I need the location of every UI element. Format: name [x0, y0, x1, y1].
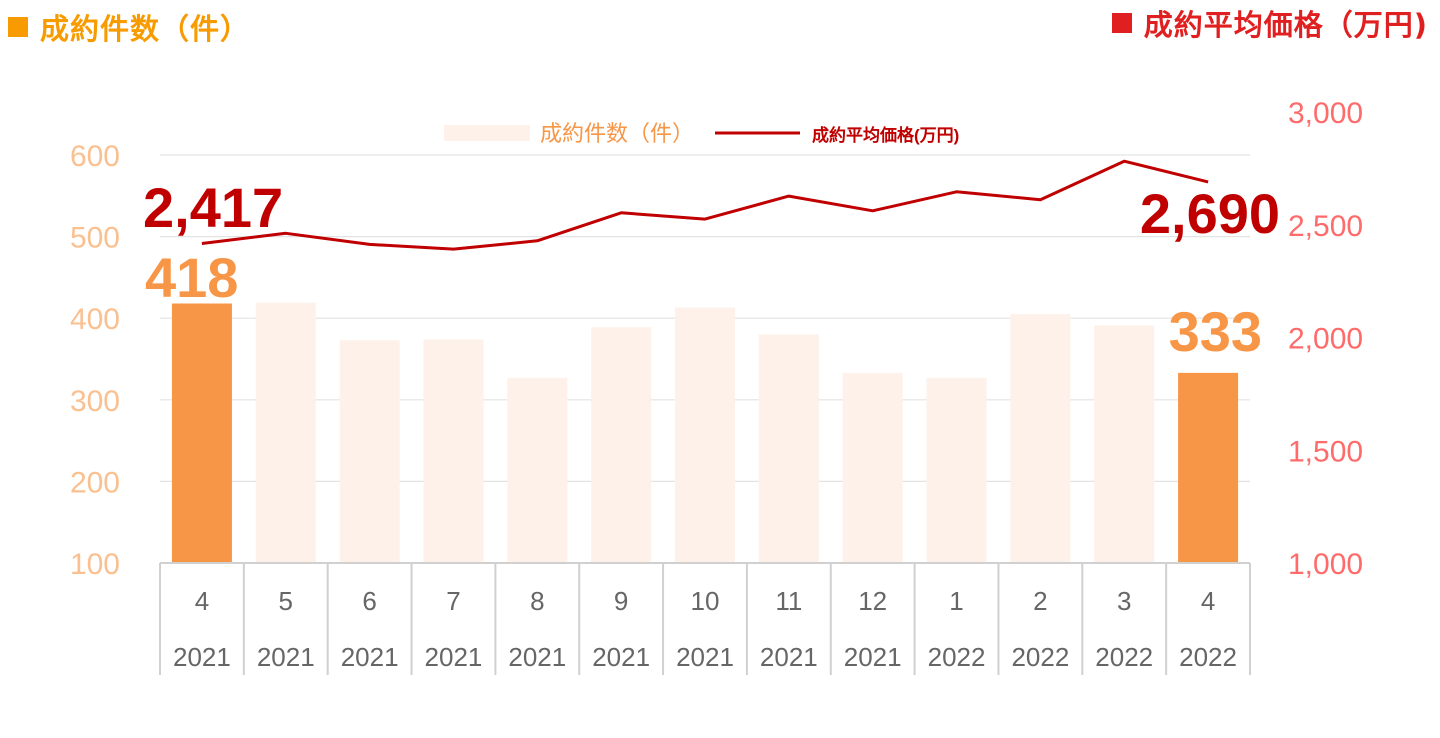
x-axis-month-label: 4	[1201, 586, 1215, 616]
left-header-title: 成約件数（件）	[40, 12, 251, 46]
x-axis-month-label: 4	[195, 586, 209, 616]
x-axis-month-label: 10	[691, 586, 720, 616]
x-axis-year-label: 2022	[928, 642, 986, 672]
bar	[1178, 372, 1239, 563]
bar	[1010, 314, 1071, 563]
bar	[507, 377, 568, 563]
x-axis-year-label: 2021	[257, 642, 315, 672]
x-axis-month-label: 8	[530, 586, 544, 616]
x-axis-month-label: 12	[858, 586, 887, 616]
callouts: 418 333 2,417 2,690	[143, 176, 1280, 363]
left-axis-tick-label: 100	[70, 548, 120, 581]
right-header: 成約平均価格（万円)	[1111, 2, 1428, 44]
line-series	[201, 159, 1209, 251]
x-axis-year-label: 2021	[760, 642, 818, 672]
callout-last-price: 2,690	[1140, 182, 1280, 245]
x-axis-year-label: 2022	[1011, 642, 1069, 672]
x-axis-year-label: 2021	[425, 642, 483, 672]
right-header-square-icon	[1111, 13, 1132, 33]
x-axis-year-label: 2021	[844, 642, 902, 672]
x-axis-month-label: 1	[949, 586, 963, 616]
x-axis-year-label: 2021	[676, 642, 734, 672]
left-axis-tick-label: 400	[70, 303, 120, 336]
callout-first-price: 2,417	[143, 176, 283, 239]
left-axis-tick-label: 300	[70, 385, 120, 418]
price-line	[201, 159, 1209, 251]
bar	[758, 334, 819, 563]
x-axis-year-label: 2022	[1095, 642, 1153, 672]
x-axis-year-label: 2021	[508, 642, 566, 672]
x-axis-month-label: 6	[362, 586, 376, 616]
callout-first-count: 418	[145, 246, 238, 309]
left-axis: 100 200 300 400 500 600	[70, 140, 120, 581]
right-axis-tick-label: 3,000	[1288, 97, 1363, 130]
bar	[1094, 325, 1155, 563]
legend-bar-label: 成約件数（件）	[540, 121, 694, 146]
right-axis-tick-label: 1,000	[1288, 548, 1363, 581]
x-axis-year-label: 2021	[173, 642, 231, 672]
x-axis-month-label: 2	[1033, 586, 1047, 616]
bar	[842, 372, 903, 563]
right-axis-tick-label: 2,500	[1288, 210, 1363, 243]
left-axis-tick-label: 200	[70, 466, 120, 499]
x-axis-year-label: 2021	[592, 642, 650, 672]
bar	[926, 377, 987, 563]
legend: 成約件数（件） 成約平均価格(万円)	[444, 121, 959, 146]
right-axis-tick-label: 1,500	[1288, 435, 1363, 468]
bar	[675, 307, 735, 563]
x-axis-year-label: 2021	[341, 642, 399, 672]
legend-bar-swatch	[444, 125, 530, 141]
x-axis-month-label: 3	[1117, 586, 1131, 616]
right-axis-tick-label: 2,000	[1288, 323, 1363, 356]
left-header-square-icon	[8, 17, 28, 37]
bar	[171, 303, 232, 563]
left-axis-tick-label: 500	[70, 222, 120, 255]
bar	[591, 327, 652, 563]
x-axis-table: 4 2021 5 2021 6 2021 7 2021 8 2021 9 2021 10 2021 11 20…	[159, 562, 1251, 675]
bar	[339, 340, 400, 563]
right-header-title: 成約平均価格（万円)	[1143, 8, 1428, 42]
right-axis: 1,000 1,500 2,000 2,500 3,000	[1288, 97, 1363, 581]
left-axis-tick-label: 600	[70, 140, 120, 173]
bar-series	[171, 302, 1239, 563]
x-axis-month-label: 5	[279, 586, 293, 616]
x-axis-month-label: 9	[614, 586, 628, 616]
bar	[423, 339, 484, 563]
x-axis-month-label: 11	[775, 586, 802, 616]
callout-last-count: 333	[1169, 300, 1262, 363]
left-header: 成約件数（件）	[8, 6, 250, 48]
legend-line-label: 成約平均価格(万円)	[812, 125, 959, 145]
x-axis-month-label: 7	[446, 586, 460, 616]
bar	[255, 302, 316, 563]
x-axis-year-label: 2022	[1179, 642, 1237, 672]
